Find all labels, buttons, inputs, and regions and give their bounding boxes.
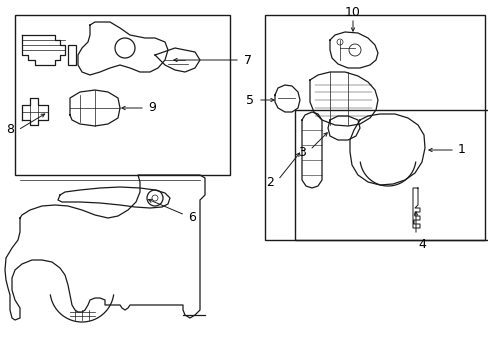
Text: 4: 4 — [417, 238, 425, 251]
Text: 7: 7 — [244, 54, 251, 67]
Bar — [15, 15, 229, 175]
Text: 8: 8 — [6, 123, 14, 136]
Text: 5: 5 — [245, 94, 253, 107]
Text: 6: 6 — [187, 211, 196, 225]
Text: 3: 3 — [298, 147, 305, 159]
Text: 10: 10 — [345, 5, 360, 18]
Bar — [294, 110, 488, 240]
Bar — [264, 15, 484, 240]
Text: 9: 9 — [148, 102, 156, 114]
Bar — [68, 45, 76, 65]
Text: 1: 1 — [457, 144, 465, 157]
Text: 2: 2 — [265, 176, 273, 189]
